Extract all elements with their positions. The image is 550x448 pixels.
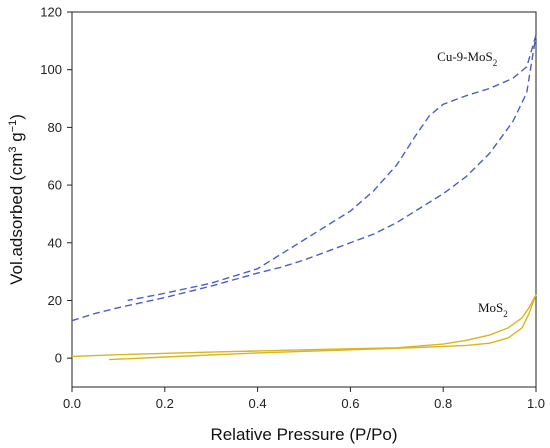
chart-labels: 0.0 0.2 0.4 0.6 0.8 1.0 0 20 40 60 80 100 120 Relativ… <box>7 5 545 445</box>
series-line-adsorption <box>71 34 537 322</box>
chart-axes <box>67 11 537 392</box>
x-tick-label: 0.6 <box>341 396 359 411</box>
y-tick-label: 60 <box>48 178 62 193</box>
y-tick-label: 40 <box>48 235 62 250</box>
series-line-desorption <box>71 294 537 358</box>
series-line-adsorption <box>109 294 537 361</box>
series-label: Cu-9-MoS2 <box>437 49 497 68</box>
y-tick-label: 100 <box>40 62 62 77</box>
x-tick-label: 0.2 <box>156 396 174 411</box>
y-tick-label: 120 <box>40 5 62 20</box>
x-tick-label: 1.0 <box>527 396 545 411</box>
x-tick-label: 0.0 <box>63 396 81 411</box>
chart-series <box>71 34 537 361</box>
y-tick-label: 0 <box>55 351 62 366</box>
y-tick-label: 80 <box>48 120 62 135</box>
x-tick-label: 0.8 <box>434 396 452 411</box>
plot-frame <box>71 11 537 388</box>
series-label: MoS2 <box>478 300 508 319</box>
series-line-desorption <box>127 34 537 302</box>
y-axis-title: Vol.adsorbed (cm3 g−1) <box>7 114 26 285</box>
x-axis-title: Relative Pressure (P/Po) <box>210 425 397 444</box>
y-tick-label: 20 <box>48 293 62 308</box>
x-tick-label: 0.4 <box>249 396 267 411</box>
